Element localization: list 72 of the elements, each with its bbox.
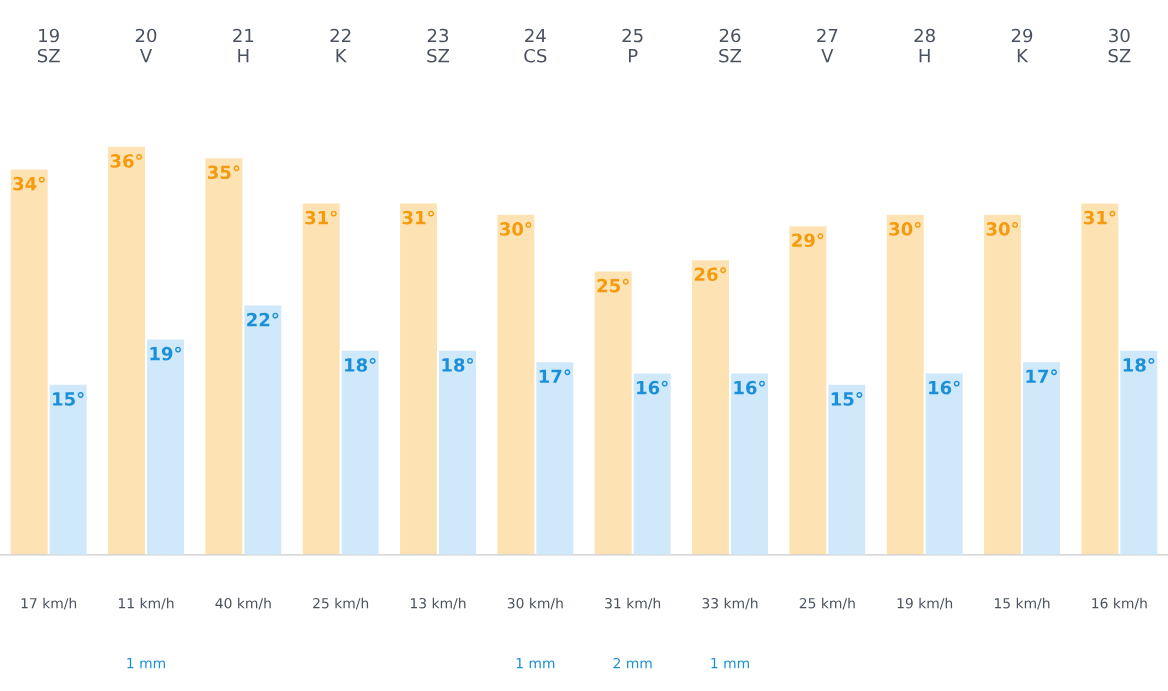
bar	[10, 169, 48, 555]
bar	[984, 214, 1022, 555]
data-label: 22°	[247, 312, 279, 327]
data-label: 15°	[53, 392, 84, 406]
bar	[633, 373, 671, 555]
data-label: 16°	[929, 380, 960, 395]
text: 25 km/h	[313, 597, 369, 610]
bar	[302, 203, 340, 555]
data-label: 35°	[208, 165, 240, 180]
text: 11 km/h 1 mm	[118, 597, 174, 669]
text: 13 km/h	[410, 597, 466, 610]
bar	[886, 214, 924, 555]
data-label: 16°	[637, 380, 668, 395]
data-label: 34°	[13, 176, 45, 191]
text: 31 km/h 2 mm	[605, 597, 661, 669]
data-label: 30°	[500, 222, 532, 236]
text: 25 km/h	[799, 597, 855, 610]
x-tick-label: 24 CS	[524, 28, 547, 63]
bar	[108, 146, 146, 555]
data-label: 19°	[150, 346, 181, 361]
data-label: 31°	[402, 210, 435, 225]
text: 33 km/h 1 mm	[702, 597, 758, 669]
data-label: 18°	[345, 358, 376, 372]
bar	[730, 373, 768, 555]
x-tick-label: 25 P	[622, 28, 643, 63]
data-label: 31°	[1084, 210, 1116, 225]
bar	[789, 226, 827, 555]
bar	[925, 373, 963, 555]
data-label: 18°	[1123, 358, 1155, 372]
text: 17 km/h	[21, 597, 77, 610]
bar	[400, 203, 438, 555]
data-label: 26°	[694, 267, 727, 282]
x-tick-label: 23 SZ	[427, 28, 450, 63]
bar	[692, 260, 730, 555]
x-tick-label: 28 H	[914, 28, 935, 63]
text: 30 km/h 1 mm	[507, 597, 563, 669]
text: 15 km/h	[994, 597, 1050, 610]
data-label: 16°	[734, 380, 765, 395]
x-tick-label: 20 V	[135, 28, 157, 63]
bar	[205, 158, 243, 555]
text: 40 km/h	[215, 597, 271, 610]
bar	[1120, 350, 1158, 555]
data-label: 17°	[1026, 369, 1057, 383]
text: 19 km/h	[897, 597, 953, 610]
bar	[438, 350, 476, 555]
bar	[497, 214, 535, 555]
bar	[244, 305, 282, 555]
x-tick-label: 26 SZ	[719, 28, 742, 63]
data-label: 36°	[110, 153, 143, 168]
bar	[146, 339, 184, 555]
data-label: 29°	[792, 233, 824, 248]
bar	[341, 350, 379, 555]
data-label: 15°	[831, 392, 863, 406]
bar	[828, 384, 866, 555]
bar	[49, 384, 87, 555]
bar	[594, 271, 632, 555]
data-label: 31°	[305, 210, 337, 225]
data-label: 30°	[986, 222, 1019, 236]
data-label: 18°	[442, 358, 473, 372]
x-tick-label: 19 SZ	[37, 28, 60, 63]
bar	[1081, 203, 1119, 555]
bar	[1022, 362, 1060, 555]
text: 16 km/h	[1092, 597, 1147, 610]
bar	[536, 362, 574, 555]
x-tick-label: 30 SZ	[1108, 28, 1131, 63]
x-tick-label: 21 H	[233, 28, 254, 63]
data-label: 30°	[889, 222, 921, 236]
data-label: 17°	[539, 369, 571, 383]
x-tick-label: 27 V	[817, 28, 838, 63]
x-tick-label: 29 K	[1011, 28, 1033, 63]
x-tick-label: 22 K	[330, 28, 351, 63]
data-label: 25°	[597, 278, 629, 293]
